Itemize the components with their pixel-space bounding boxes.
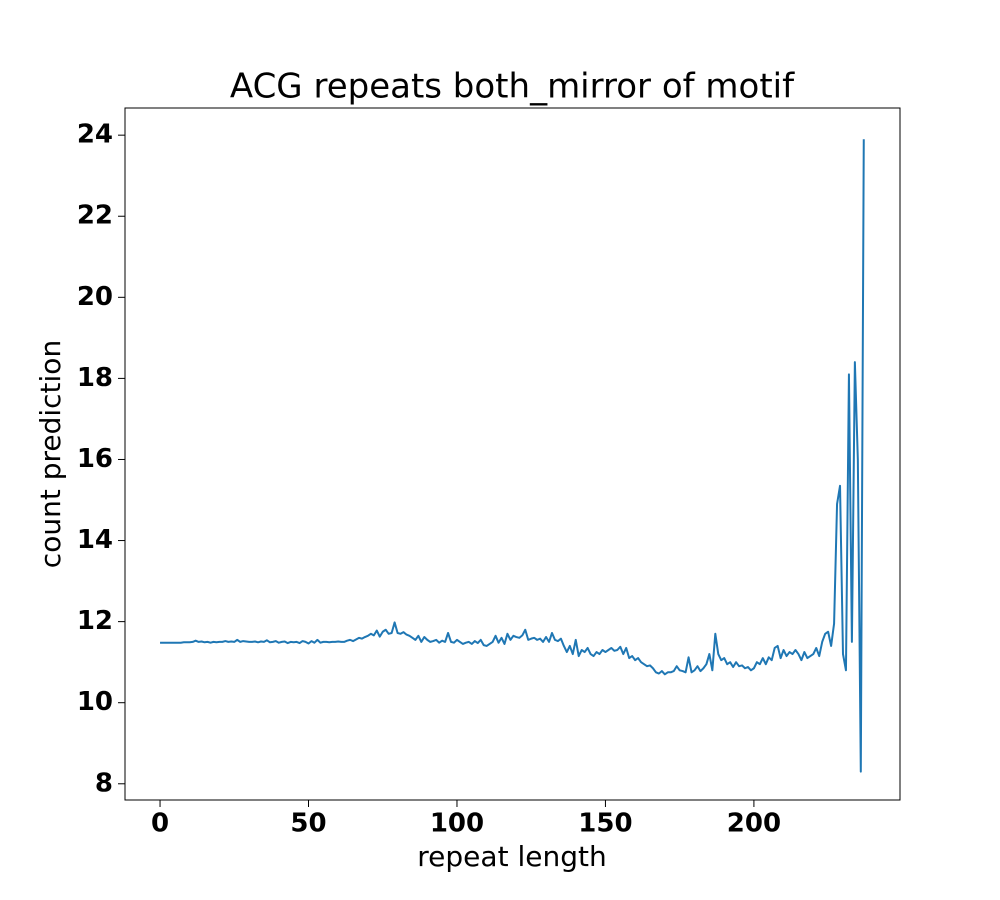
y-tick-label: 12 xyxy=(77,606,113,636)
y-axis-label: count prediction xyxy=(34,340,67,568)
x-tick-label: 100 xyxy=(430,809,484,839)
x-tick-label: 0 xyxy=(151,809,169,839)
x-tick-label: 50 xyxy=(290,809,326,839)
y-tick-label: 20 xyxy=(77,282,113,312)
y-tick-label: 10 xyxy=(77,687,113,717)
y-tick-label: 24 xyxy=(77,120,113,150)
x-tick-label: 150 xyxy=(578,809,632,839)
chart-title: ACG repeats both_mirror of motif xyxy=(230,67,795,107)
x-axis-label: repeat length xyxy=(417,840,606,873)
y-tick-label: 16 xyxy=(77,444,113,474)
y-tick-label: 8 xyxy=(95,768,113,798)
y-tick-label: 22 xyxy=(77,201,113,231)
y-tick-label: 14 xyxy=(77,525,113,555)
data-line xyxy=(160,139,865,773)
plot-frame xyxy=(124,107,901,801)
x-tick-label: 200 xyxy=(727,809,781,839)
y-tick-label: 18 xyxy=(77,363,113,393)
